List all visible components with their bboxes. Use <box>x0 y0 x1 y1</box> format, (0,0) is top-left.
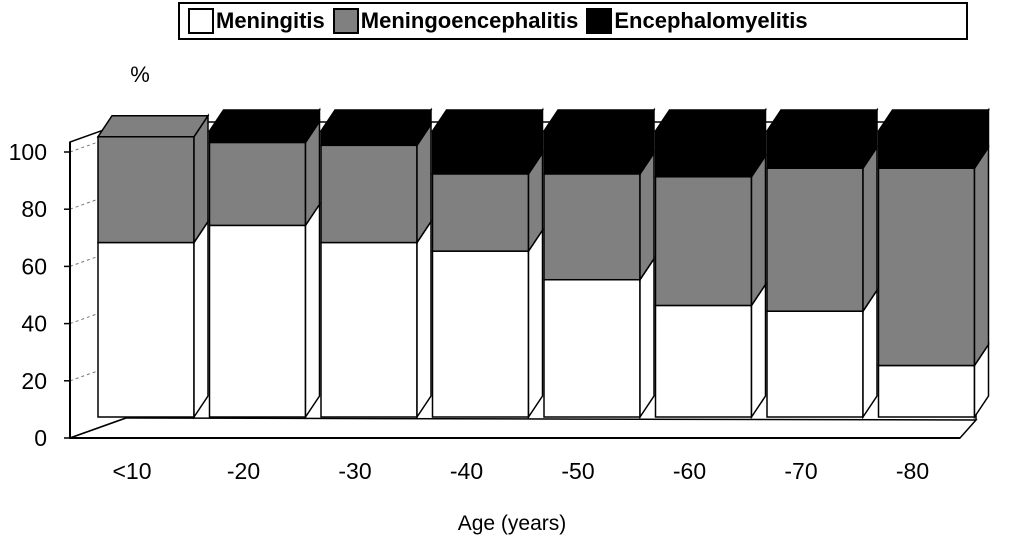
legend-swatch-meningoencephalitis-icon <box>332 8 359 34</box>
bar-side-meningoencephalitis <box>862 144 878 314</box>
y-tick-label: 40 <box>21 311 47 337</box>
x-tick-label: -60 <box>673 458 706 484</box>
bar-encephalomyelitis <box>320 130 418 147</box>
legend-swatch-encephalomyelitis-icon <box>586 8 613 34</box>
bar-meningoencephalitis <box>654 176 753 307</box>
x-tick-label: -20 <box>227 458 260 484</box>
bar-meningoencephalitis <box>97 135 195 244</box>
bar-side-meningitis <box>416 219 432 420</box>
x-axis: <10 -20 -30 -40 -50 -60 -70 -80 <box>112 458 929 484</box>
bar-encephalomyelitis <box>208 130 307 144</box>
legend: Meningitis Meningoencephalitis Encephalo… <box>178 2 968 40</box>
bar-side-meningitis <box>527 227 544 420</box>
bar-top <box>319 109 433 132</box>
y-tick-label: 100 <box>9 139 47 165</box>
bar-top <box>654 109 767 132</box>
bar-encephalomyelitis <box>766 130 864 169</box>
legend-label-meningitis: Meningitis <box>216 8 325 33</box>
bar-meningitis <box>766 310 864 418</box>
bar-side-meningitis <box>193 219 209 420</box>
bar-meningoencephalitis <box>543 173 641 281</box>
bar-top <box>542 109 656 132</box>
x-axis-label: Age (years) <box>458 512 567 535</box>
bar-side-meningitis <box>750 281 767 420</box>
bars <box>96 107 990 420</box>
bar-top <box>431 109 544 132</box>
bar-top <box>877 109 990 132</box>
x-tick-label: <10 <box>112 458 151 484</box>
legend-swatch-meningitis-icon <box>188 8 214 34</box>
bar-meningoencephalitis <box>431 173 530 252</box>
y-tick-label: 60 <box>21 253 47 279</box>
y-axis-label: % <box>130 62 150 87</box>
x-tick-label: -40 <box>450 458 483 484</box>
bar-meningitis <box>543 278 641 418</box>
legend-item-encephalomyelitis: Encephalomyelitis <box>586 8 808 34</box>
bar-meningitis <box>654 304 753 418</box>
y-tick-label: 20 <box>21 368 47 394</box>
legend-item-meningitis: Meningitis <box>188 8 325 34</box>
bar-meningoencephalitis <box>766 167 864 312</box>
bar-top <box>96 114 210 138</box>
bar-meningoencephalitis <box>877 167 976 367</box>
bar-encephalomyelitis <box>543 130 641 175</box>
bar-meningitis <box>97 241 195 418</box>
x-tick-label: -30 <box>338 458 371 484</box>
bar-encephalomyelitis <box>654 130 753 178</box>
bar-side-meningitis <box>639 256 655 420</box>
bar-meningoencephalitis <box>320 144 418 244</box>
bar-top <box>208 109 321 132</box>
bar-meningitis <box>320 241 418 418</box>
bar-encephalomyelitis <box>431 130 530 175</box>
bar-meningitis <box>877 364 976 418</box>
bar-side-meningitis <box>304 201 321 420</box>
bar-side-meningoencephalitis <box>750 153 767 308</box>
legend-item-meningoencephalitis: Meningoencephalitis <box>332 8 579 34</box>
bar-meningitis <box>431 250 530 418</box>
y-tick-label: 0 <box>34 425 47 451</box>
y-tick-label: 80 <box>21 196 47 222</box>
legend-label-encephalomyelitis: Encephalomyelitis <box>614 8 808 33</box>
bar-top <box>765 109 879 132</box>
y-axis: 0 20 40 60 80 100 <box>9 139 71 451</box>
bar-encephalomyelitis <box>877 130 976 169</box>
x-tick-label: -70 <box>784 458 817 484</box>
x-tick-label: -50 <box>561 458 594 484</box>
bar-meningitis <box>208 224 307 418</box>
x-tick-label: -80 <box>896 458 929 484</box>
bar-meningoencephalitis <box>208 141 307 227</box>
legend-label-meningoencephalitis: Meningoencephalitis <box>360 8 579 33</box>
bar-side-meningoencephalitis <box>973 144 990 368</box>
floor <box>69 417 978 439</box>
